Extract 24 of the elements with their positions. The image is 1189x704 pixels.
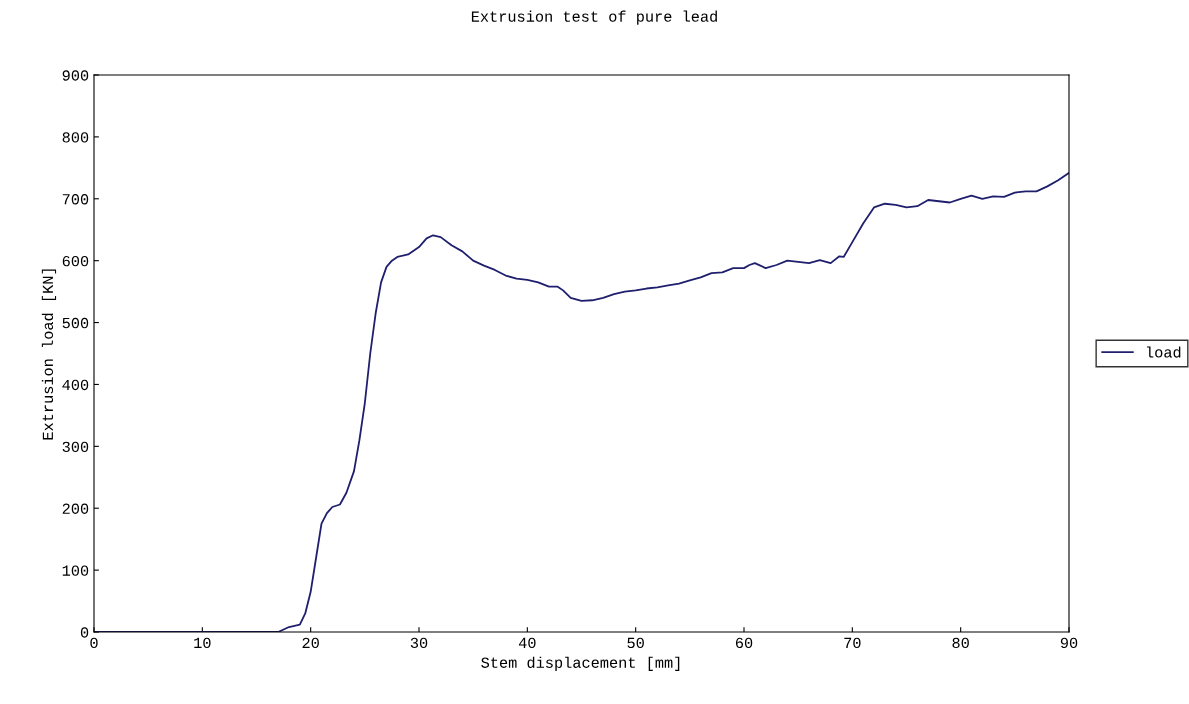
y-axis-title: Extrusion load [KN] <box>41 269 57 440</box>
y-tick-label: 0 <box>80 627 89 638</box>
chart-title: Extrusion test of pure lead <box>471 10 717 25</box>
x-tick-label: 40 <box>518 637 536 649</box>
y-tick-label: 700 <box>62 194 89 205</box>
x-tick-label: 20 <box>302 637 319 649</box>
x-tick-label: 80 <box>952 637 969 649</box>
x-tick-label: 70 <box>844 637 861 649</box>
y-tick-label: 800 <box>62 132 89 143</box>
x-tick-label: 10 <box>194 637 211 649</box>
y-tick-label: 200 <box>62 503 89 514</box>
x-tick-label: 30 <box>410 637 428 649</box>
legend-label: load <box>1147 346 1181 358</box>
y-tick-label: 100 <box>62 565 89 576</box>
x-tick-label: 60 <box>735 637 753 649</box>
y-tick-label: 600 <box>62 255 89 267</box>
x-tick-label: 50 <box>627 637 644 649</box>
y-tick-label: 300 <box>62 441 89 453</box>
y-tick-label: 500 <box>62 317 89 329</box>
x-tick-label: 90 <box>1060 637 1078 649</box>
y-tick-label: 900 <box>62 70 89 81</box>
x-tick-label: 0 <box>90 637 98 649</box>
y-tick-label: 400 <box>62 379 89 391</box>
x-axis-title: Stem displacement [mm] <box>481 656 680 671</box>
